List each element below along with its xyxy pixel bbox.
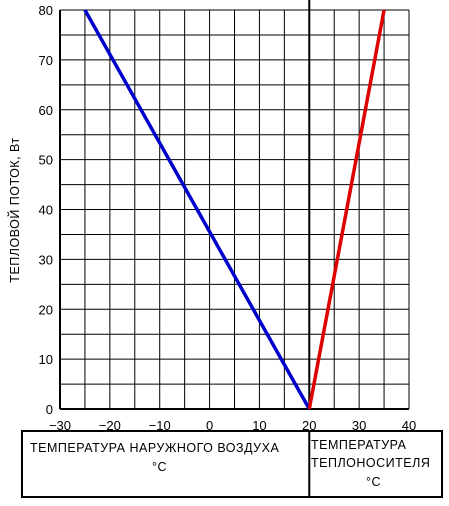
- series-line-2: [307, 9, 386, 410]
- caption-right-title-line2: ТЕПЛОНОСИТЕЛЯ: [311, 456, 430, 470]
- caption-left-unit: °C: [152, 460, 167, 474]
- series-group: [83, 9, 386, 410]
- grid: [59, 9, 410, 410]
- series-line-1: [83, 9, 311, 410]
- x-tick-label: −30: [49, 418, 71, 433]
- x-tick-label: 30: [352, 418, 366, 433]
- y-tick-label: 10: [39, 352, 53, 367]
- y-tick-label: 0: [46, 402, 53, 417]
- x-tick-label: 40: [402, 418, 416, 433]
- caption-right-title-line1: ТЕМПЕРАТУРА: [311, 438, 407, 452]
- x-tick-label: −20: [99, 418, 121, 433]
- y-tick-label: 60: [39, 103, 53, 118]
- y-tick-label: 50: [39, 153, 53, 168]
- caption-right-unit: °C: [366, 475, 381, 489]
- y-tick-label: 30: [39, 252, 53, 267]
- caption-left-title: ТЕМПЕРАТУРА НАРУЖНОГО ВОЗДУХА: [30, 441, 279, 455]
- x-tick-label: 20: [302, 418, 316, 433]
- y-tick-label: 20: [39, 302, 53, 317]
- caption-frame: [21, 430, 443, 498]
- y-tick-label: 70: [39, 53, 53, 68]
- y-tick-label: 40: [39, 203, 53, 218]
- y-axis-label: ТЕПЛОВОЙ ПОТОК, Вт: [7, 137, 22, 282]
- x-tick-label: −10: [149, 418, 171, 433]
- axes: [59, 0, 409, 410]
- caption-box: ТЕМПЕРАТУРА НАРУЖНОГО ВОЗДУХА °C ТЕМПЕРА…: [21, 430, 443, 498]
- y-tick-label: 80: [39, 3, 53, 18]
- tick-labels: −30 −20 −10 0 10 20 30 40 0 10 20 30 40 50 60 70 80: [39, 3, 417, 433]
- x-tick-label: 10: [252, 418, 266, 433]
- x-tick-label: 0: [206, 418, 213, 433]
